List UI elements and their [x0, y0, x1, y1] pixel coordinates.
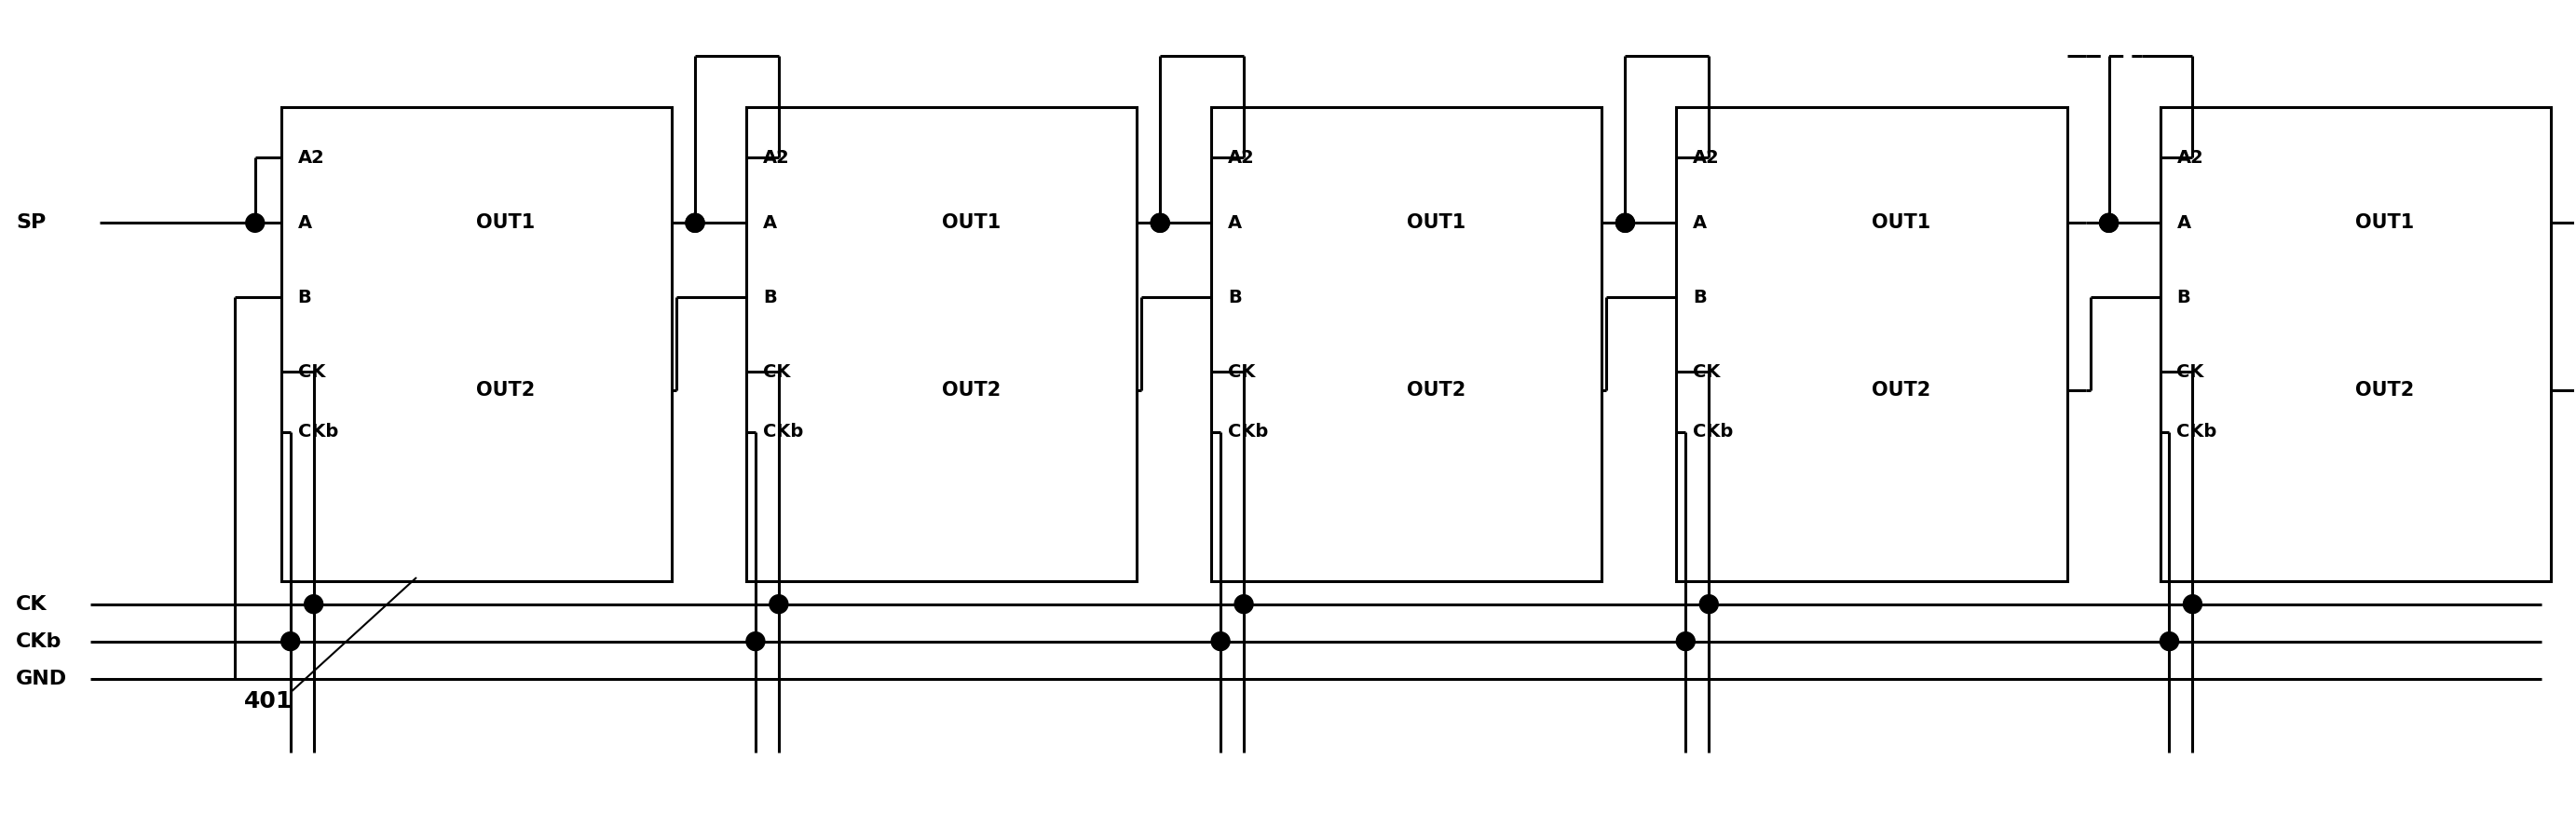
Text: CKb: CKb: [762, 423, 804, 441]
Text: A2: A2: [299, 149, 325, 167]
Text: B: B: [1229, 288, 1242, 306]
Text: A: A: [1692, 214, 1708, 232]
Text: CKb: CKb: [15, 632, 62, 650]
Circle shape: [1151, 213, 1170, 232]
Circle shape: [245, 213, 265, 232]
Circle shape: [1615, 213, 1636, 232]
Text: A: A: [762, 214, 778, 232]
Text: 401: 401: [245, 690, 294, 713]
Circle shape: [1700, 595, 1718, 614]
Text: OUT1: OUT1: [2354, 213, 2414, 232]
Text: A: A: [2177, 214, 2190, 232]
Text: CK: CK: [299, 363, 325, 380]
Circle shape: [2161, 632, 2179, 650]
Bar: [1211, 107, 1602, 581]
Text: A2: A2: [1229, 149, 1255, 167]
Text: A2: A2: [1692, 149, 1721, 167]
Circle shape: [685, 213, 703, 232]
Circle shape: [2184, 595, 2202, 614]
Text: OUT2: OUT2: [1406, 381, 1466, 400]
Circle shape: [1615, 213, 1636, 232]
Text: A2: A2: [2177, 149, 2202, 167]
Text: OUT2: OUT2: [1873, 381, 1929, 400]
Text: A2: A2: [762, 149, 791, 167]
Text: B: B: [762, 288, 775, 306]
Bar: [1677, 107, 2066, 581]
Circle shape: [770, 595, 788, 614]
Circle shape: [747, 632, 765, 650]
Text: CK: CK: [2177, 363, 2205, 380]
Circle shape: [1677, 632, 1695, 650]
Circle shape: [1211, 632, 1229, 650]
Text: OUT1: OUT1: [477, 213, 536, 232]
Text: B: B: [1692, 288, 1708, 306]
Text: A: A: [1229, 214, 1242, 232]
Text: CKb: CKb: [1692, 423, 1734, 441]
Text: CK: CK: [1692, 363, 1721, 380]
Circle shape: [685, 213, 703, 232]
Text: CK: CK: [1229, 363, 1255, 380]
Text: CK: CK: [15, 595, 46, 614]
Text: CKb: CKb: [299, 423, 337, 441]
Text: OUT1: OUT1: [1406, 213, 1466, 232]
Circle shape: [304, 595, 322, 614]
Text: B: B: [2177, 288, 2190, 306]
Text: OUT1: OUT1: [940, 213, 999, 232]
Text: SP: SP: [15, 213, 46, 232]
Text: CKb: CKb: [2177, 423, 2218, 441]
Circle shape: [2099, 213, 2117, 232]
Circle shape: [2099, 213, 2117, 232]
Text: B: B: [299, 288, 312, 306]
Text: GND: GND: [15, 669, 67, 688]
Text: OUT2: OUT2: [2354, 381, 2414, 400]
Text: A: A: [299, 214, 312, 232]
Circle shape: [281, 632, 299, 650]
Bar: [281, 107, 672, 581]
Text: OUT2: OUT2: [940, 381, 999, 400]
Bar: [747, 107, 1136, 581]
Circle shape: [1151, 213, 1170, 232]
Text: CKb: CKb: [1229, 423, 1267, 441]
Text: OUT1: OUT1: [1873, 213, 1929, 232]
Bar: [2161, 107, 2550, 581]
Circle shape: [1234, 595, 1252, 614]
Text: OUT2: OUT2: [477, 381, 536, 400]
Text: CK: CK: [762, 363, 791, 380]
